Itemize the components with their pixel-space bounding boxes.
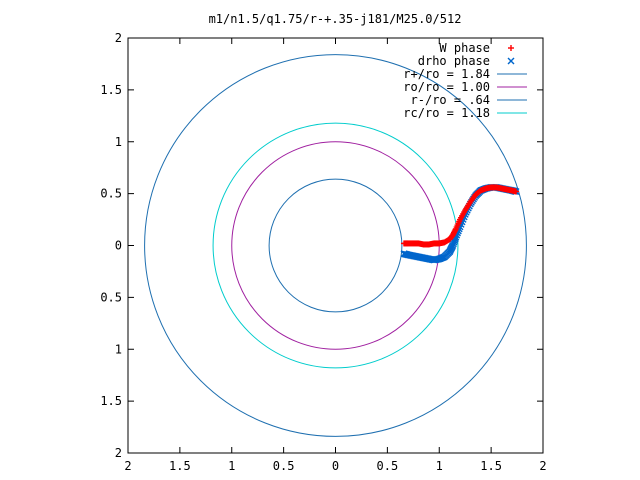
legend-label: ro/ro = 1.00 [403,80,490,94]
circle-rc-ro-1-18 [212,122,459,369]
x-tick-label: 0.5 [377,459,399,473]
axis-ticks: 2 1.5 1 0.5 0 0.5 1 1.5 221.510.500.511.52 [100,31,546,473]
y-tick-label: 0 [115,239,122,253]
y-tick-label: 0.5 [100,187,122,201]
y-tick-label: 0.5 [100,290,122,304]
y-tick-label: 1.5 [100,83,122,97]
legend-marker [508,45,514,51]
series-w-phase [400,184,520,248]
x-tick-label: 2 [124,459,131,473]
x-tick-label: 0.5 [273,459,295,473]
y-tick-label: 2 [115,31,122,45]
y-tick-label: 1.5 [100,394,122,408]
x-tick-label: 1.5 [480,459,502,473]
x-tick-label: 2 [539,459,546,473]
x-tick-label: 0 [332,459,339,473]
legend-label: rc/ro = 1.18 [403,106,490,120]
circle-r-ro-1-84 [144,54,527,437]
x-tick-label: 1 [436,459,443,473]
y-tick-label: 2 [115,446,122,460]
circle-r-ro-64 [268,178,403,313]
legend-label: r+/ro = 1.84 [403,67,490,81]
chart-marks [144,54,527,437]
legend-label: r-/ro = .64 [411,93,490,107]
y-tick-label: 1 [115,135,122,149]
data-point [513,188,520,195]
legend-label: W phase [439,41,490,55]
chart-title: m1/n1.5/q1.75/r-+.35-j181/M25.0/512 [209,12,462,26]
legend-label: drho phase [418,54,490,68]
x-tick-label: 1.5 [169,459,191,473]
legend-marker [507,57,515,65]
x-tick-label: 1 [228,459,235,473]
y-tick-label: 1 [115,342,122,356]
